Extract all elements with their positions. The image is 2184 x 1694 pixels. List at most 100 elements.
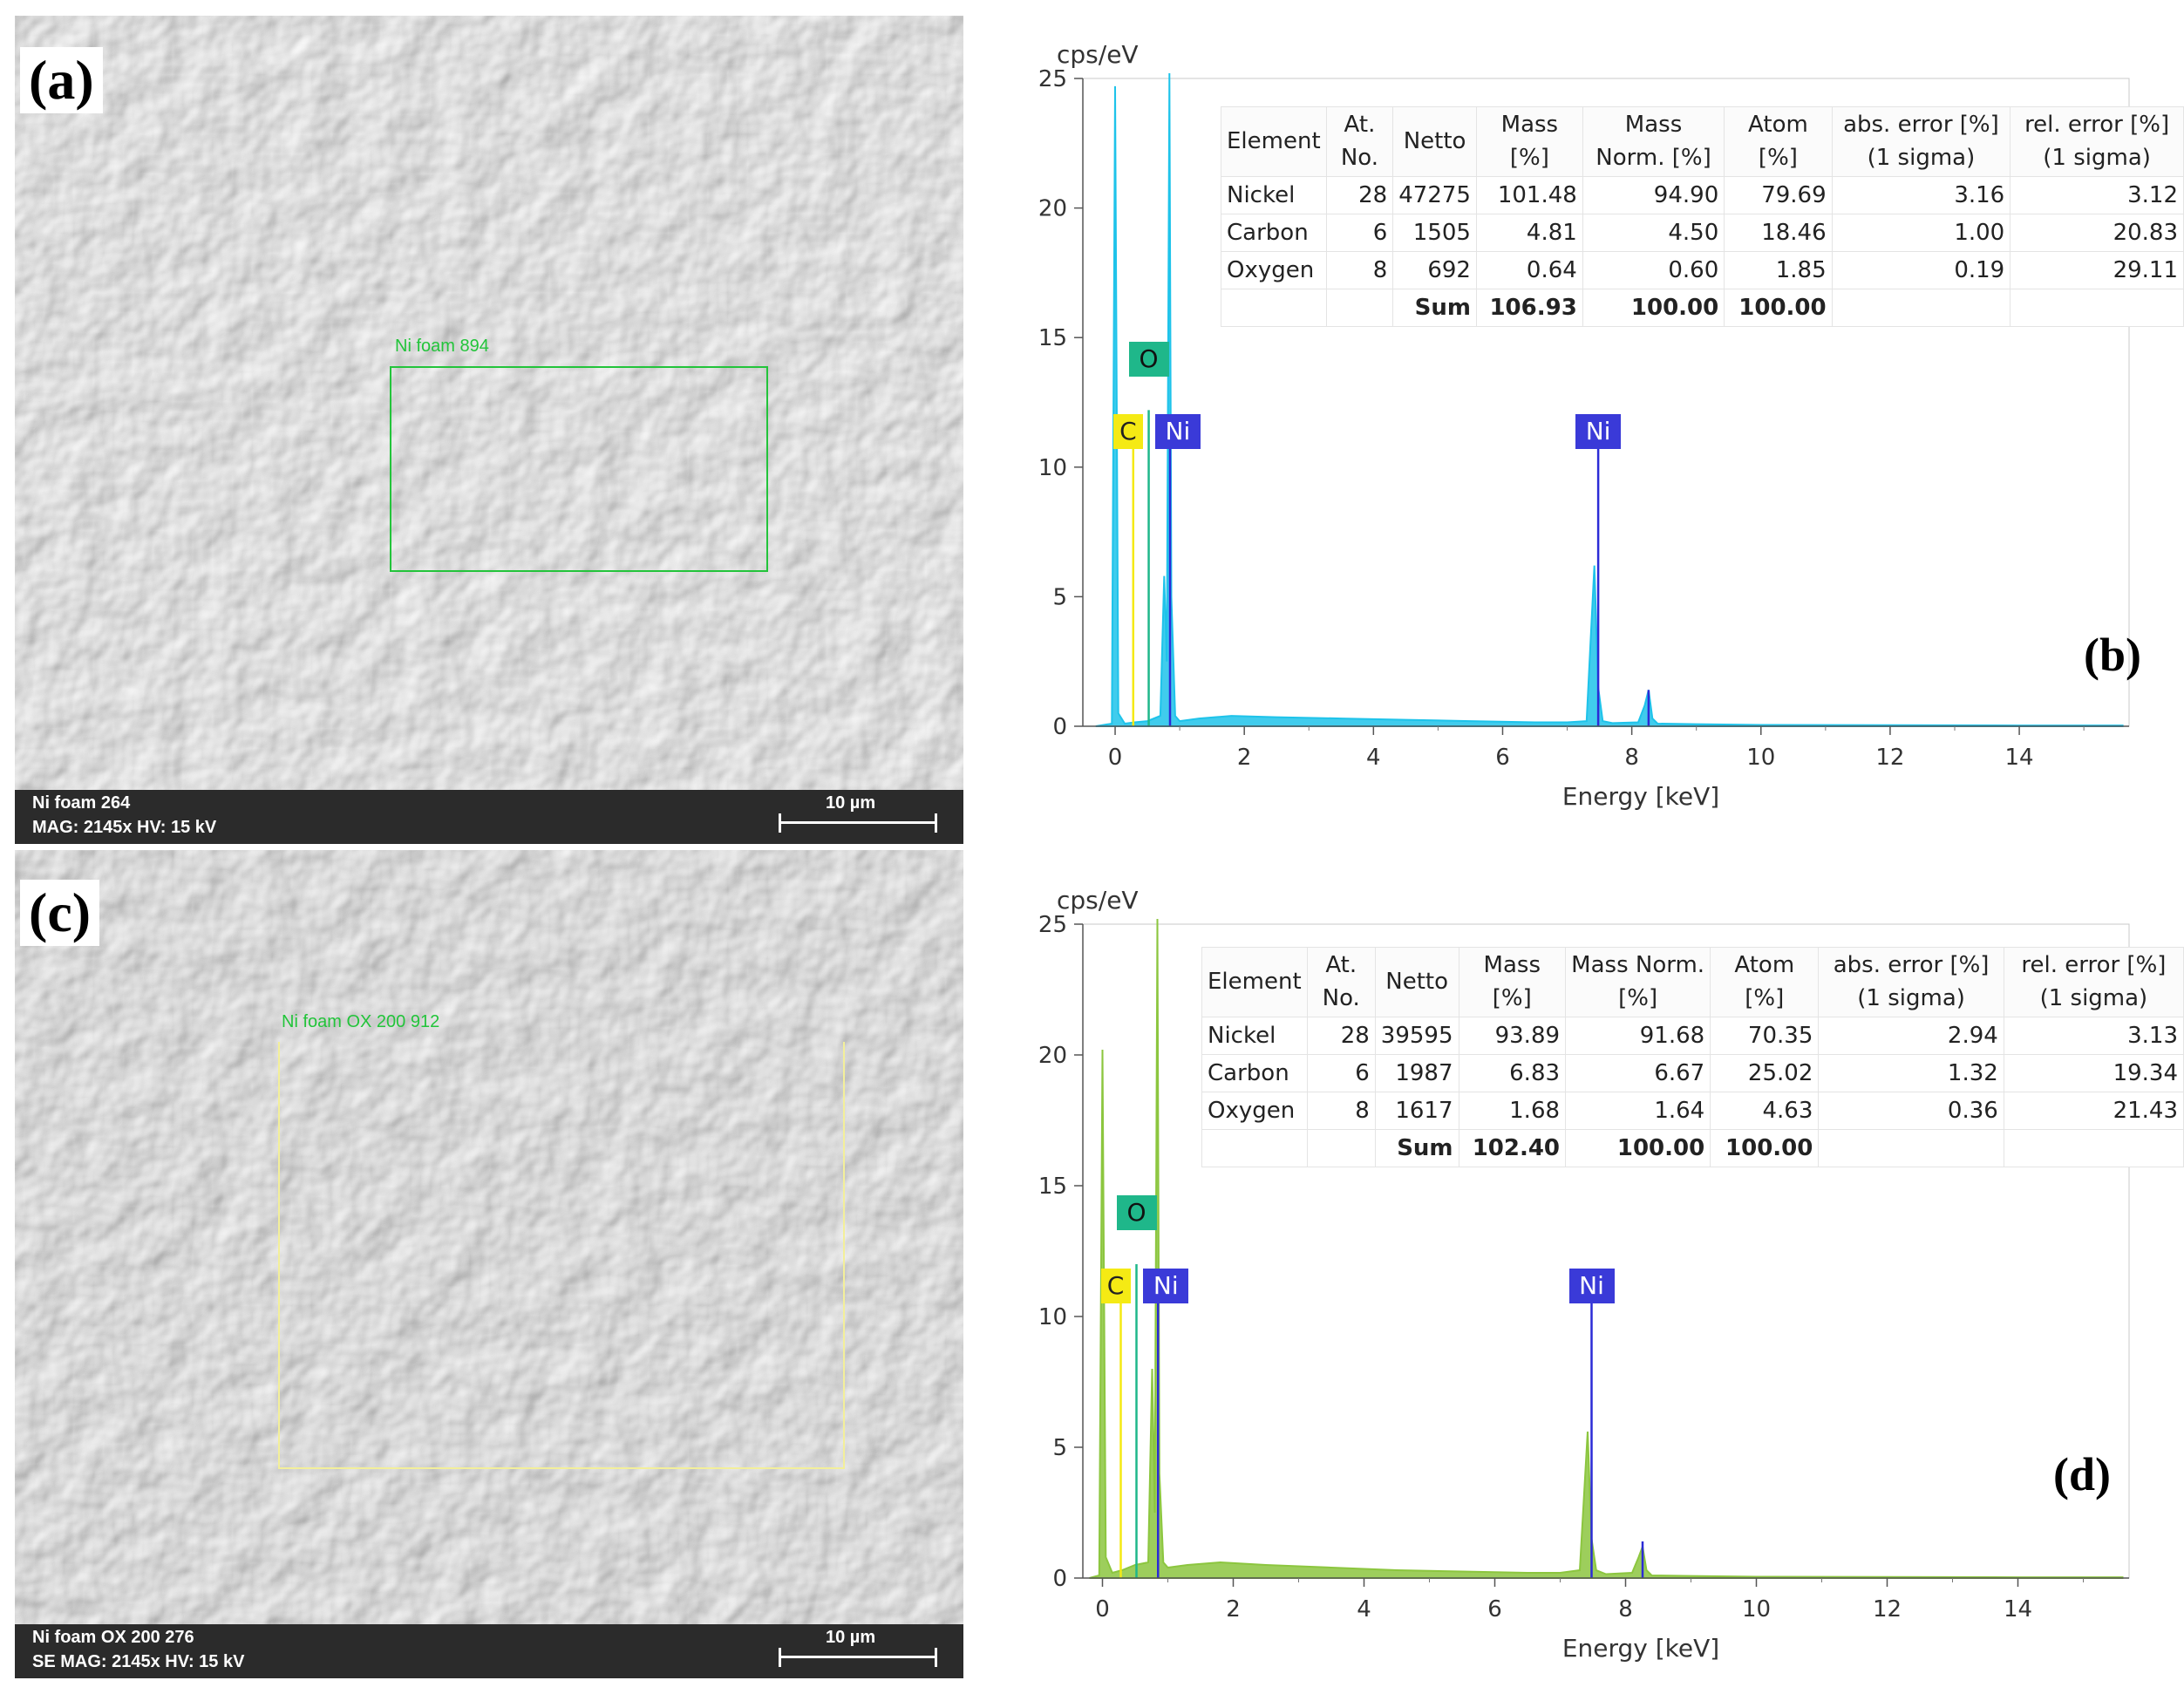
table-cell: 4.63 xyxy=(1710,1092,1820,1131)
table-cell: 692 xyxy=(1392,251,1477,290)
table-cell: 79.69 xyxy=(1724,176,1833,215)
column-header: rel. error [%] (1 sigma) xyxy=(2010,105,2184,178)
x-tick-label: 2 xyxy=(1226,1596,1241,1623)
x-axis-title: Energy [keV] xyxy=(1562,782,1719,811)
table-cell: 100.00 xyxy=(1710,1129,1820,1168)
column-header: Mass Norm. [%] xyxy=(1565,946,1711,1018)
table-cell: 4.81 xyxy=(1475,214,1583,253)
roi-box-a xyxy=(390,366,768,572)
table-cell: 100.00 xyxy=(1565,1129,1711,1168)
sem-sample-name-a: Ni foam 264 xyxy=(32,793,131,813)
table-cell xyxy=(1306,1129,1376,1168)
table-cell: Oxygen xyxy=(1221,251,1327,290)
table-cell: 19.34 xyxy=(2003,1054,2184,1093)
y-tick-label: 5 xyxy=(1052,1435,1067,1461)
table-row: Nickel 28 47275 101.48 94.90 79.69 3.16 3.12 xyxy=(1221,176,2184,215)
sem-footer-a: Ni foam 264 MAG: 2145x HV: 15 kV 10 µm xyxy=(15,790,963,844)
sem-texture-a xyxy=(15,16,963,844)
table-cell: 0.19 xyxy=(1831,251,2011,290)
sem-texture-c xyxy=(15,850,963,1678)
table-cell: Oxygen xyxy=(1201,1092,1308,1131)
table-cell: 29.11 xyxy=(2010,251,2184,290)
y-tick-label: 10 xyxy=(1038,1304,1067,1330)
table-cell: 20.83 xyxy=(2010,214,2184,253)
peak-tag-carbon-d: C xyxy=(1100,1269,1131,1303)
quant-table-d: Element At. No. Netto Mass [%] Mass Norm. [%… xyxy=(1201,946,2184,1168)
x-tick-label: 8 xyxy=(1624,745,1639,771)
scale-label-a: 10 µm xyxy=(826,793,876,813)
roi-box-c xyxy=(278,1042,845,1469)
table-row: Oxygen 8 692 0.64 0.60 1.85 0.19 29.11 xyxy=(1221,251,2184,290)
y-tick-label: 10 xyxy=(1038,455,1067,481)
eds-spectrum-b: 0 2 4 6 8 10 12 14 0 5 10 15 20 25 cps/eV Energy [keV] … xyxy=(1011,26,2184,828)
table-cell: 94.90 xyxy=(1582,176,1725,215)
table-cell xyxy=(2003,1129,2184,1168)
panel-label-a: (a) xyxy=(20,47,103,113)
table-cell xyxy=(2010,289,2184,328)
roi-label-c: Ni foam OX 200 912 xyxy=(282,1012,440,1031)
panel-label-d: (d) xyxy=(2053,1448,2111,1500)
table-cell: 102.40 xyxy=(1458,1129,1567,1168)
table-row: Carbon 6 1505 4.81 4.50 18.46 1.00 20.83 xyxy=(1221,214,2184,253)
table-cell: 3.12 xyxy=(2010,176,2184,215)
x-tick-label: 14 xyxy=(2004,1596,2032,1623)
roi-label-a: Ni foam 894 xyxy=(395,337,489,356)
table-cell: 93.89 xyxy=(1458,1017,1567,1056)
column-header: Mass [%] xyxy=(1475,105,1583,178)
table-cell: Nickel xyxy=(1221,176,1327,215)
y-tick-label: 0 xyxy=(1052,714,1067,740)
table-cell: 3.16 xyxy=(1831,176,2011,215)
x-tick-label: 8 xyxy=(1618,1596,1633,1623)
table-cell: 4.50 xyxy=(1582,214,1725,253)
peak-tag-carbon-b: C xyxy=(1112,413,1143,449)
table-cell: 6.83 xyxy=(1458,1054,1567,1093)
table-cell: 47275 xyxy=(1392,176,1477,215)
table-cell: 106.93 xyxy=(1475,289,1583,328)
spectrum-area xyxy=(1089,918,2124,1579)
table-cell xyxy=(1201,1129,1308,1168)
table-cell: 1.68 xyxy=(1458,1092,1567,1131)
x-tick-label: 0 xyxy=(1095,1596,1110,1623)
spectrum-area xyxy=(1095,72,2124,727)
x-tick-label: 6 xyxy=(1495,745,1510,771)
y-tick-label: 20 xyxy=(1038,1043,1067,1069)
table-header-row: Element At. No. Netto Mass [%] Mass Norm. [%… xyxy=(1201,946,2184,1018)
column-header: At. No. xyxy=(1325,105,1394,178)
column-header: Element xyxy=(1201,946,1308,1018)
y-tick-label: 15 xyxy=(1038,325,1067,351)
scale-bar-a xyxy=(779,813,937,833)
sem-mag-hv-a: MAG: 2145x HV: 15 kV xyxy=(32,818,217,837)
table-cell xyxy=(1221,289,1327,328)
table-cell: 0.64 xyxy=(1475,251,1583,290)
table-sum-row: Sum 106.93 100.00 100.00 xyxy=(1221,289,2184,328)
table-cell: 1.00 xyxy=(1831,214,2011,253)
table-cell: 39595 xyxy=(1374,1017,1459,1056)
y-tick-label: 25 xyxy=(1038,912,1067,938)
table-cell: 100.00 xyxy=(1724,289,1833,328)
table-cell: 8 xyxy=(1306,1092,1376,1131)
sem-image-a: (a) Ni foam 894 Ni foam 264 MAG: 2145x H… xyxy=(15,16,963,844)
table-cell: Sum xyxy=(1392,289,1477,328)
table-cell: 0.60 xyxy=(1582,251,1725,290)
table-cell xyxy=(1831,289,2011,328)
column-header: Netto xyxy=(1374,946,1459,1018)
table-cell: 1505 xyxy=(1392,214,1477,253)
y-tick-label: 15 xyxy=(1038,1174,1067,1200)
table-cell: 1.64 xyxy=(1565,1092,1711,1131)
table-cell: 1.32 xyxy=(1818,1054,2004,1093)
peak-tag-nickel-k-b: Ni xyxy=(1575,413,1622,449)
x-tick-label: 10 xyxy=(1746,745,1775,771)
table-sum-row: Sum 102.40 100.00 100.00 xyxy=(1201,1129,2184,1168)
x-tick-label: 4 xyxy=(1357,1596,1371,1623)
x-tick-label: 0 xyxy=(1108,745,1123,771)
table-row: Carbon 6 1987 6.83 6.67 25.02 1.32 19.34 xyxy=(1201,1054,2184,1093)
peak-tag-nickel-k-d: Ni xyxy=(1568,1269,1615,1303)
table-cell: 25.02 xyxy=(1710,1054,1820,1093)
x-axis-title: Energy [keV] xyxy=(1562,1634,1719,1663)
sem-mag-hv-c: SE MAG: 2145x HV: 15 kV xyxy=(32,1652,245,1671)
table-cell: 100.00 xyxy=(1582,289,1725,328)
scale-label-c: 10 µm xyxy=(826,1628,876,1647)
column-header: Mass [%] xyxy=(1458,946,1567,1018)
table-cell: Carbon xyxy=(1221,214,1327,253)
column-header: Atom [%] xyxy=(1724,105,1833,178)
